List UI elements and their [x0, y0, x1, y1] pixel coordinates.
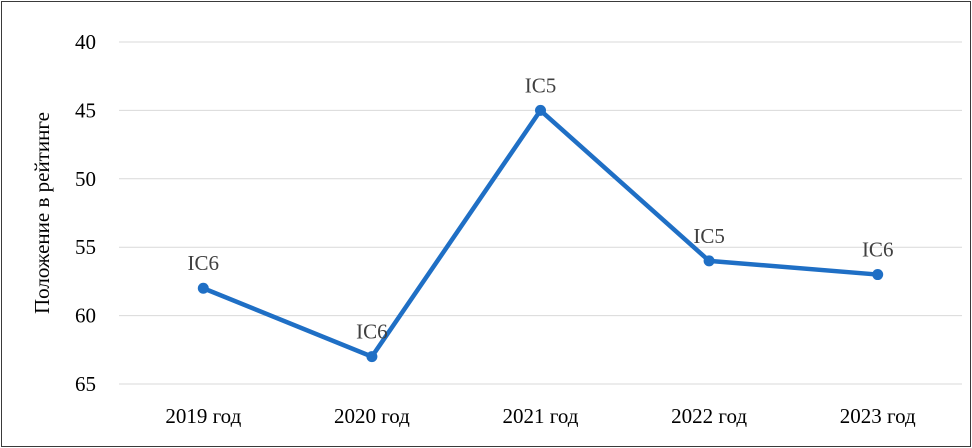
data-labels: IC6 IC6 IC5 IC5 IC6	[188, 73, 894, 343]
y-tick-label: 50	[75, 167, 96, 191]
data-point	[872, 269, 884, 281]
x-tick-label: 2020 год	[334, 404, 410, 428]
y-tick-label: 60	[75, 304, 96, 328]
y-axis-title: Положение в рейтинге	[30, 112, 54, 314]
data-point	[703, 255, 715, 267]
x-tick-label: 2019 год	[165, 404, 241, 428]
data-label: IC5	[525, 73, 557, 97]
data-label: IC5	[693, 224, 725, 248]
y-axis-ticks: 40 45 50 55 60 65	[75, 30, 96, 396]
x-tick-label: 2023 год	[840, 404, 916, 428]
y-tick-label: 45	[75, 98, 96, 122]
grid-lines	[119, 41, 962, 385]
data-label: IC6	[862, 238, 894, 262]
y-tick-label: 65	[75, 372, 96, 396]
data-point	[197, 282, 209, 294]
x-tick-label: 2021 год	[503, 404, 579, 428]
data-point	[366, 351, 378, 363]
series-layer	[197, 104, 884, 363]
y-tick-label: 55	[75, 235, 96, 259]
data-label: IC6	[188, 251, 220, 275]
series-line	[201, 108, 880, 359]
x-axis-ticks: 2019 год 2020 год 2021 год 2022 год 2023 год	[165, 404, 916, 428]
data-point	[535, 104, 546, 116]
y-tick-label: 40	[75, 30, 96, 54]
x-tick-label: 2022 год	[671, 404, 747, 428]
data-label: IC6	[356, 320, 388, 344]
